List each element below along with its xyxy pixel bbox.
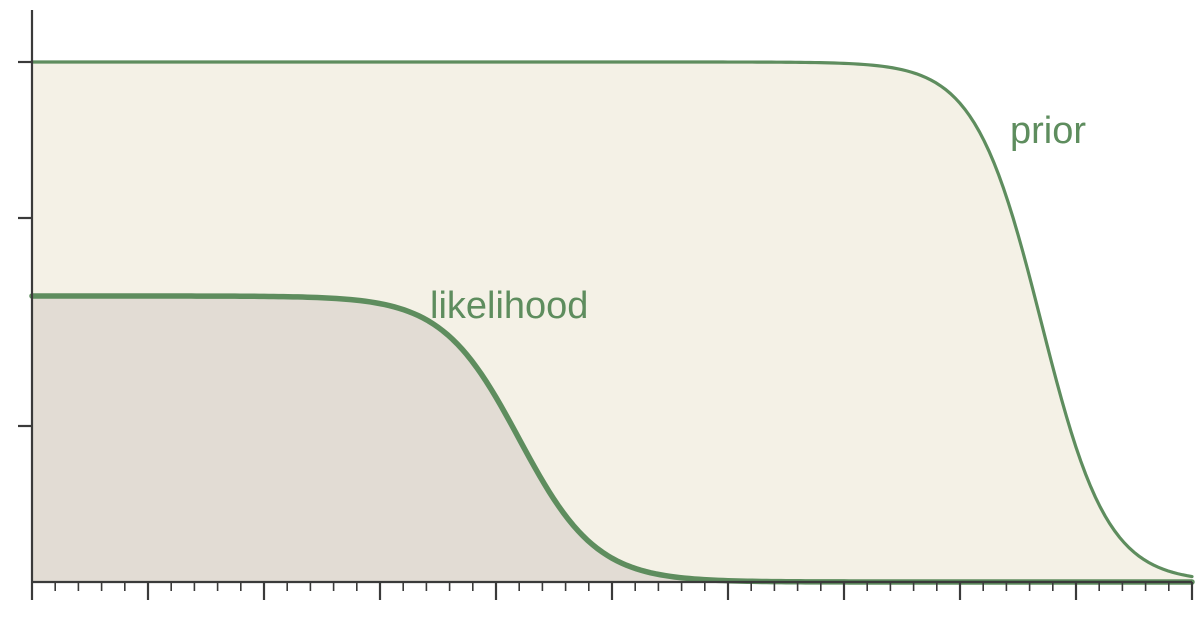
chart-svg xyxy=(0,0,1200,628)
label-likelihood: likelihood xyxy=(430,285,588,328)
label-prior: prior xyxy=(1010,110,1086,153)
